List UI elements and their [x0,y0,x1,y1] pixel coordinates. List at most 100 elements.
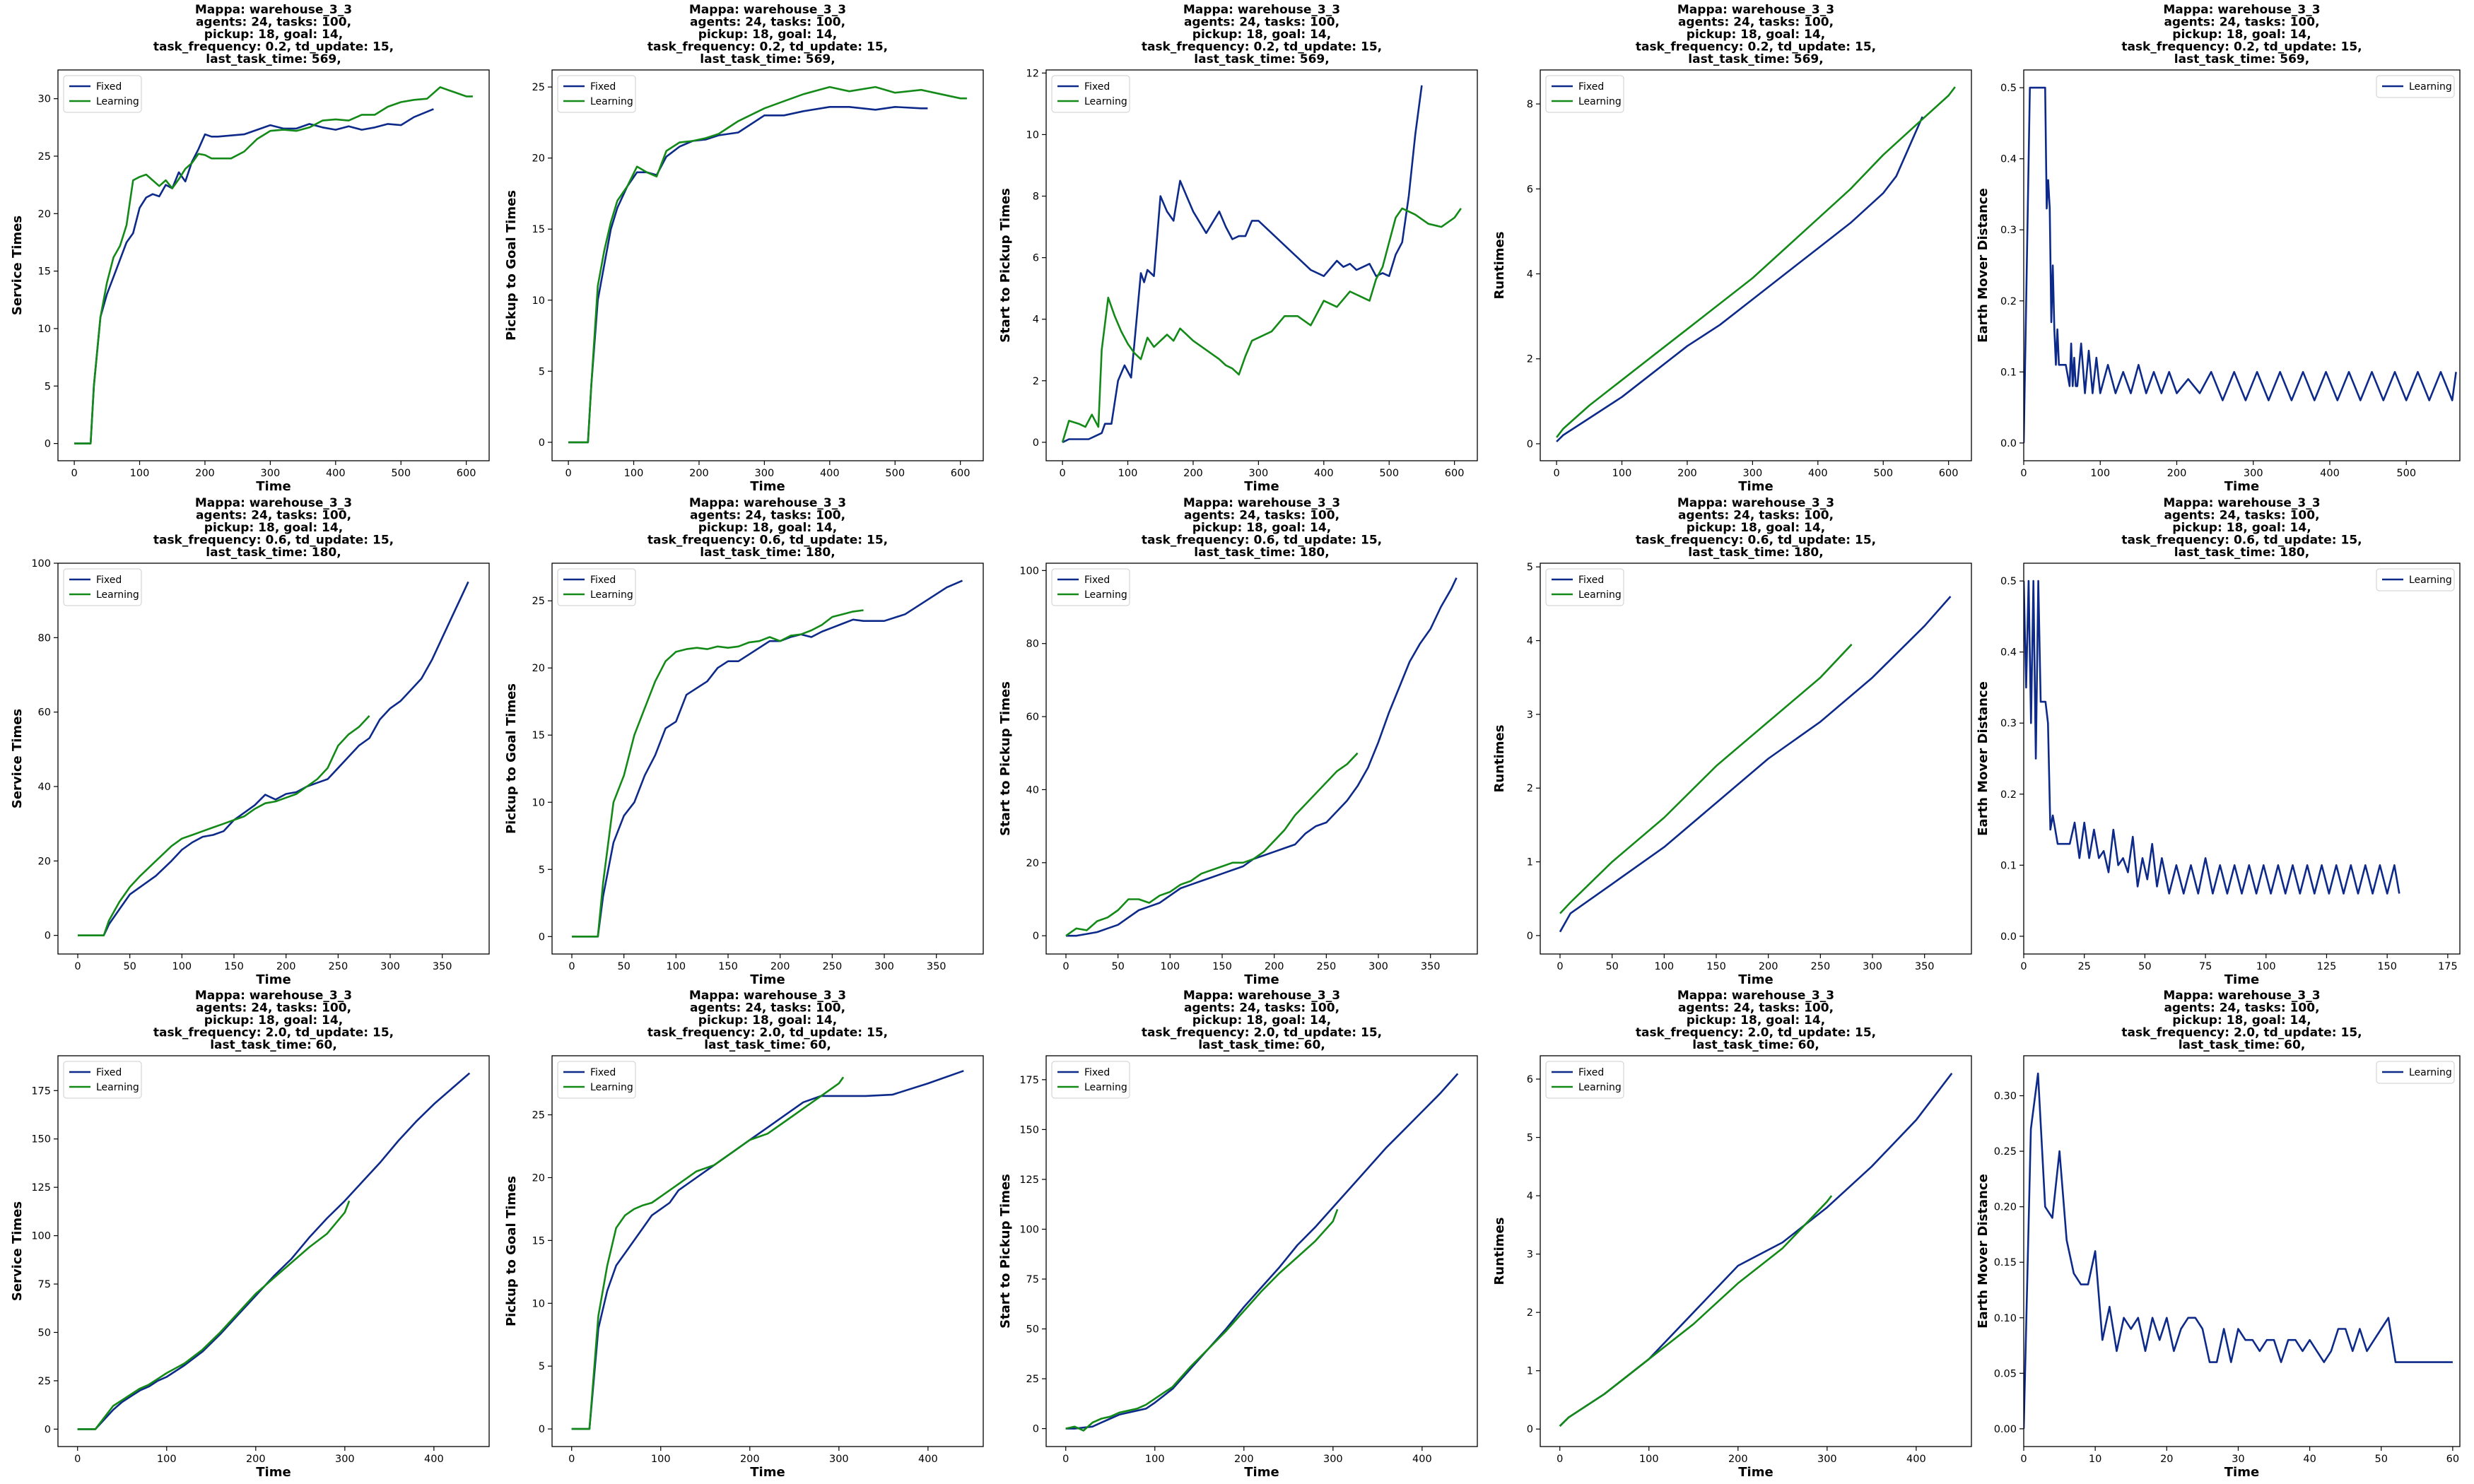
y-axis-label: Service Times [10,216,25,315]
x-axis-label: Time [2224,972,2259,987]
chart-title-line: Mappa: warehouse_3_3 [195,3,352,17]
series-line-learning [568,86,967,444]
series-group [571,1070,964,1430]
series-line-learning [2024,86,2457,443]
y-tick-label: 0 [539,437,545,449]
y-tick-label: 80 [1026,639,1039,650]
y-tick-label: 150 [31,1134,51,1146]
y-tick-label: 0 [1033,437,1039,449]
y-tick-label: 8 [1527,99,1533,110]
x-tick-label: 400 [1906,1454,1926,1465]
axes-frame [2023,1055,2461,1447]
y-tick-label: 5 [1527,562,1533,573]
y-tick-label: 15 [532,730,545,741]
legend-box [1051,1061,1130,1099]
y-tick-label: 75 [1026,1274,1039,1285]
x-tick-label: 500 [885,468,905,479]
y-tick-label: 0.2 [2000,296,2017,307]
x-tick-label: 200 [195,468,215,479]
x-tick-label: 250 [823,961,843,972]
axes-frame [57,563,490,955]
legend-box [1545,75,1624,113]
series-group [572,579,963,938]
y-tick-label: 6 [1033,253,1039,264]
series-group [1559,596,1952,933]
y-tick-label: 175 [31,1085,51,1097]
x-tick-label: 200 [276,961,296,972]
y-tick-label: 0.30 [1994,1091,2017,1102]
legend-label: Learning [1084,1082,1127,1093]
x-tick-label: 300 [1817,1454,1837,1465]
y-axis-label: Start to Pickup Times [998,681,1013,836]
x-tick-label: 200 [1234,1454,1254,1465]
y-tick-label: 0 [539,1424,545,1435]
axes-frame [551,1055,984,1447]
x-axis-label: Time [750,1465,785,1480]
series-line-learning [2024,1072,2453,1429]
chart-title-line: Mappa: warehouse_3_3 [2163,3,2320,17]
chart-title-line: Mappa: warehouse_3_3 [2163,496,2320,510]
y-tick-label: 0.1 [2000,860,2017,871]
y-tick-label: 0.15 [1994,1257,2017,1268]
chart-title-line: Mappa: warehouse_3_3 [689,3,846,17]
legend-label: Fixed [96,575,122,586]
chart-title-line: last_task_time: 569, [1688,52,1823,66]
chart-title-line: pickup: 18, goal: 14, [698,28,837,42]
chart-title-line: last_task_time: 180, [700,546,835,560]
chart-title-line: agents: 24, tasks: 100, [1184,1001,1339,1015]
x-tick-label: 350 [1915,961,1935,972]
y-tick-label: 0.5 [2000,576,2017,587]
chart-title-line: agents: 24, tasks: 100, [2164,16,2319,30]
legend-label: Learning [96,589,139,601]
y-tick-label: 100 [31,558,51,570]
x-tick-label: 400 [820,468,840,479]
x-tick-label: 300 [1249,468,1269,479]
x-tick-label: 100 [1118,468,1138,479]
y-tick-label: 12 [1026,68,1039,79]
legend: Fixed Learning [1051,1061,1130,1099]
series-line-learning [74,86,473,444]
chart-title-line: agents: 24, tasks: 100, [690,1001,845,1015]
y-tick-label: 25 [1026,1374,1039,1385]
legend-label: Learning [590,589,633,601]
chart-title-line: pickup: 18, goal: 14, [2172,28,2311,42]
x-tick-label: 0 [74,961,81,972]
series-group [1559,1073,1953,1427]
x-axis-label: Time [750,972,785,987]
y-tick-label: 0 [1527,439,1533,450]
x-axis-label: Time [1244,479,1279,494]
y-tick-label: 0.00 [1994,1424,2017,1435]
legend-label: Learning [2409,1067,2452,1078]
chart-title-line: last_task_time: 569, [700,52,835,66]
y-tick-label: 60 [1026,712,1039,723]
y-tick-label: 0 [45,931,51,942]
x-tick-label: 400 [1808,468,1828,479]
x-tick-label: 100 [172,961,192,972]
chart-title-line: task_frequency: 0.2, td_update: 15, [647,40,888,54]
x-tick-label: 100 [2090,468,2110,479]
x-tick-label: 40 [2303,1454,2316,1465]
x-tick-label: 600 [457,468,476,479]
y-tick-label: 0.3 [2000,718,2017,729]
legend-label: Fixed [96,81,122,93]
chart-title-line: last_task_time: 60, [210,1038,337,1052]
y-tick-label: 80 [38,632,51,644]
series-group [1556,86,1956,442]
y-tick-label: 6 [1527,1074,1533,1085]
chart-title-line: pickup: 18, goal: 14, [698,521,837,535]
legend-label: Fixed [1084,575,1110,586]
legend-label: Learning [2409,575,2452,586]
x-tick-label: 200 [2167,468,2187,479]
legend-box [2376,1061,2455,1084]
x-axis-label: Time [2224,479,2259,494]
legend: Fixed Learning [1545,1061,1624,1099]
axes-frame [1540,563,1972,955]
axes-frame [2023,69,2461,461]
x-axis-label: Time [750,479,785,494]
x-tick-label: 125 [2317,961,2337,972]
